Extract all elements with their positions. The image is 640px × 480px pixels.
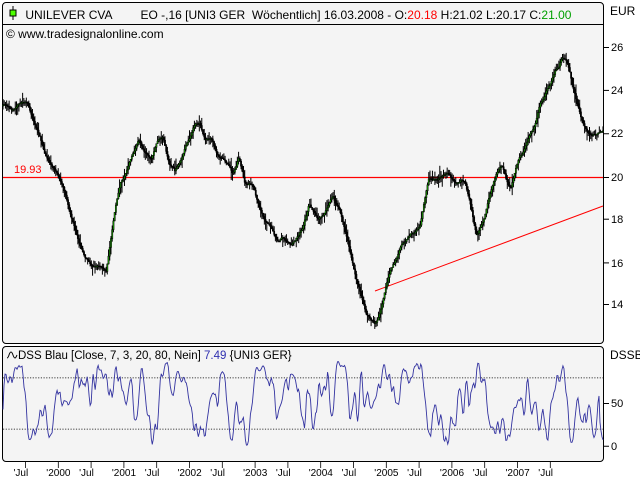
svg-text:18: 18: [611, 214, 623, 226]
svg-text:26: 26: [611, 42, 623, 54]
svg-text:14: 14: [611, 299, 623, 311]
svg-text:20: 20: [611, 172, 623, 184]
svg-text:22: 22: [611, 128, 623, 140]
svg-text:0: 0: [611, 441, 617, 453]
svg-text:24: 24: [611, 85, 623, 97]
svg-text:50: 50: [611, 398, 623, 410]
svg-text:16: 16: [611, 258, 623, 270]
